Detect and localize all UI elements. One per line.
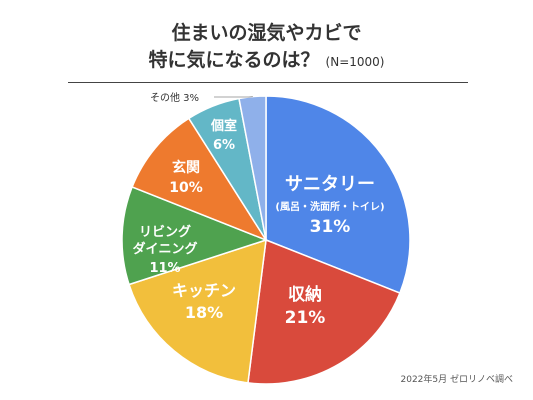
slice-1-label: 収納 bbox=[288, 284, 322, 305]
slice-0-wedge bbox=[265, 95, 411, 294]
slice-4-label: 玄関 bbox=[172, 159, 200, 176]
slice-0-value: 31% bbox=[310, 217, 351, 237]
slice-5-label: 個室 bbox=[210, 118, 237, 134]
chart-title-line2: 特に気になるのは？ (N=1000) bbox=[0, 47, 533, 75]
slice-1-value: 21% bbox=[285, 308, 326, 328]
slice-5-value: 6% bbox=[213, 138, 235, 153]
slice-4-value: 10% bbox=[169, 180, 203, 196]
slice-3-label-2: ダイニング bbox=[132, 241, 197, 257]
slice-3-value: 11% bbox=[149, 261, 180, 276]
source-note: 2022年5月 ゼロリノベ調べ bbox=[400, 375, 514, 385]
slice-1-wedge bbox=[247, 238, 401, 385]
chart-title-line1: 住まいの湿気やカビで bbox=[171, 22, 362, 44]
slice-6-label: その他 3% bbox=[150, 91, 199, 104]
slice-0-sublabel: (風呂・洗面所・トイレ) bbox=[275, 200, 384, 213]
chart-title-main: 特に気になるのは？ bbox=[148, 49, 320, 71]
slice-0-label: サニタリー bbox=[285, 174, 375, 195]
slice-4-wedge bbox=[131, 117, 268, 242]
slice-2-value: 18% bbox=[185, 303, 223, 322]
slice-3-label-1: リビング bbox=[139, 224, 191, 240]
slice-2-label: キッチン bbox=[172, 281, 236, 300]
sample-size: (N=1000) bbox=[325, 55, 385, 69]
slice-2-wedge bbox=[128, 238, 267, 384]
title-divider bbox=[68, 82, 468, 83]
slice-3-wedge bbox=[121, 186, 269, 286]
